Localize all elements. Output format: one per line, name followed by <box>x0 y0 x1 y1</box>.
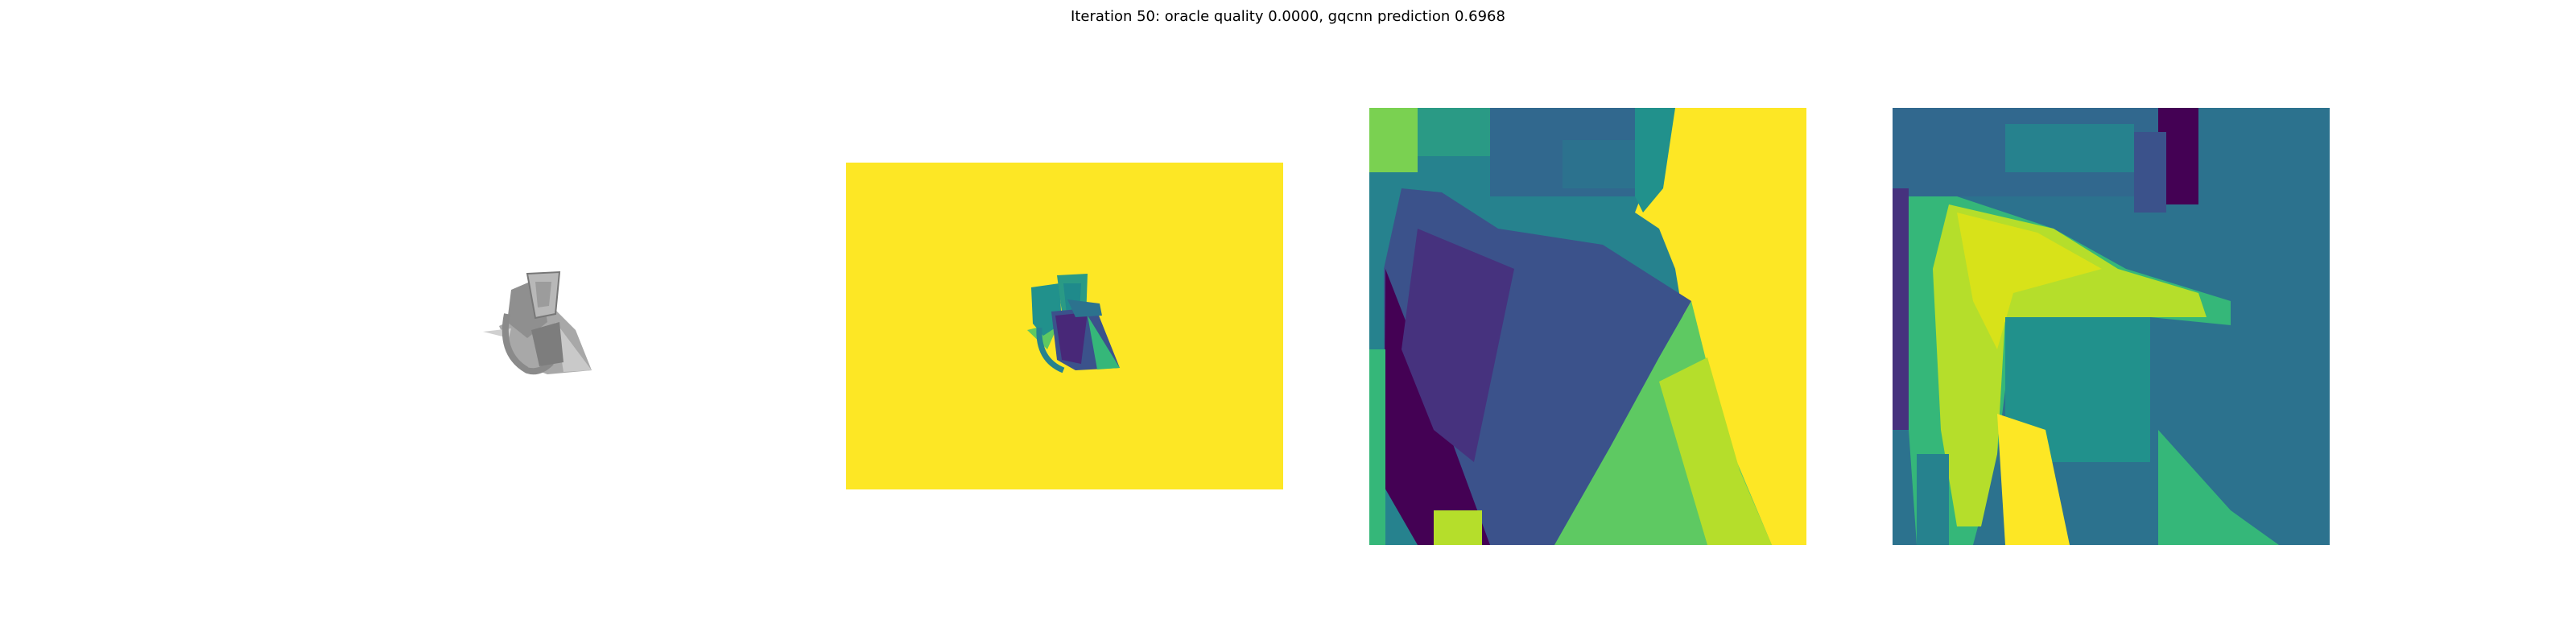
mesh-render-panel <box>451 242 636 402</box>
mesh-render-image <box>483 270 592 375</box>
figure-title: Iteration 50: oracle quality 0.0000, gqc… <box>1071 8 1505 25</box>
depth-image-panel <box>846 163 1283 489</box>
depth-image <box>846 163 1283 489</box>
gqcnn-crop-image <box>1893 108 2330 545</box>
depth-crop-panel <box>1369 108 1806 545</box>
depth-crop-image <box>1369 108 1806 545</box>
gqcnn-crop-panel <box>1893 108 2330 545</box>
